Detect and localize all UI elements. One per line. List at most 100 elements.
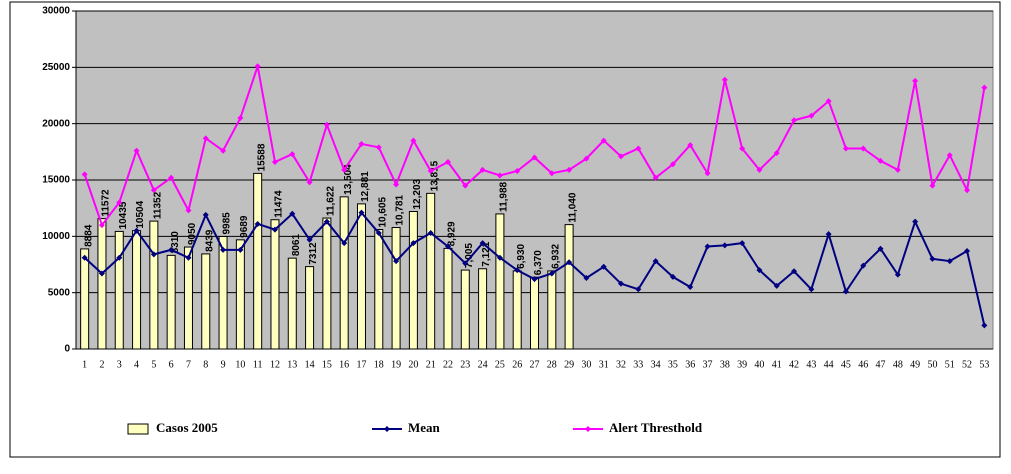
x-tick-label: 8 [203,359,208,370]
marker [479,166,486,173]
x-tick-label: 31 [599,359,609,370]
bar [183,246,193,350]
marker [202,135,209,142]
data-label: 11474 [274,190,285,218]
data-label: 8310 [170,231,181,254]
data-label: 12,881 [360,171,371,202]
x-tick-label: 1 [82,359,87,370]
marker [791,268,798,275]
bar [339,196,349,350]
legend-label: Mean [408,420,441,435]
bar [460,269,470,350]
marker [842,288,849,295]
marker [600,263,607,270]
marker [98,222,105,229]
marker [652,174,659,181]
data-label: 8061 [291,233,302,256]
x-tick-label: 11 [253,359,263,370]
bar [270,219,280,350]
x-tick-label: 40 [754,359,764,370]
marker [254,63,261,70]
data-label: 6,932 [550,243,561,268]
data-label: 10,781 [395,195,406,226]
bar [305,266,315,350]
legend-swatch [127,423,149,435]
bar [495,213,505,350]
marker [704,170,711,177]
y-tick-label: 0 [64,344,70,355]
y-tick-label: 5000 [48,287,71,298]
marker [168,174,175,181]
data-label: 8884 [83,224,94,247]
y-tick-label: 10000 [42,231,70,242]
x-tick-label: 24 [478,359,488,370]
marker [894,271,901,278]
bar [253,172,263,350]
marker [531,154,538,161]
marker [116,199,123,206]
marker [306,236,313,243]
data-label: 11352 [152,191,163,219]
marker [81,254,88,261]
bar [166,254,176,350]
marker [514,267,521,274]
marker [185,207,192,214]
x-tick-label: 21 [426,359,436,370]
bar [218,236,228,350]
legend-marker [585,426,591,432]
marker [566,259,573,266]
marker [687,284,694,291]
data-label: 10504 [135,200,146,228]
x-tick-label: 37 [703,359,713,370]
marker [150,251,157,258]
marker [704,243,711,250]
legend-marker [384,426,390,432]
marker [358,209,365,216]
marker [548,270,555,277]
x-tick-label: 2 [99,359,104,370]
x-tick-label: 20 [408,359,418,370]
marker [669,273,676,280]
marker [583,275,590,282]
x-tick-label: 49 [910,359,920,370]
marker [323,121,330,128]
data-label: 9985 [222,212,233,235]
marker [583,155,590,162]
data-label: 12,203 [412,178,423,209]
data-label: 7,005 [464,243,475,268]
marker [946,258,953,265]
data-label: 7,121 [481,241,492,266]
data-label: 11572 [101,189,112,217]
marker [427,167,434,174]
marker [929,182,936,189]
marker [444,158,451,165]
bar [201,253,211,350]
x-tick-label: 47 [876,359,886,370]
marker [548,170,555,177]
x-tick-label: 51 [945,359,955,370]
marker [358,140,365,147]
x-tick-label: 50 [927,359,937,370]
marker [531,276,538,283]
x-tick-label: 44 [824,359,834,370]
marker [150,187,157,194]
x-tick-label: 41 [772,359,782,370]
x-tick-label: 53 [979,359,989,370]
x-tick-label: 29 [564,359,574,370]
marker [981,84,988,91]
x-tick-label: 26 [512,359,522,370]
bar [426,192,436,350]
y-tick-label: 30000 [42,6,70,17]
marker [133,227,140,234]
x-tick-label: 13 [287,359,297,370]
x-tick-label: 12 [270,359,280,370]
bar [149,220,159,350]
marker [635,286,642,293]
marker [462,260,469,267]
marker [289,210,296,217]
x-tick-label: 35 [668,359,678,370]
y-tick-label: 20000 [42,118,70,129]
marker [271,158,278,165]
marker [427,229,434,236]
bar [564,224,574,350]
